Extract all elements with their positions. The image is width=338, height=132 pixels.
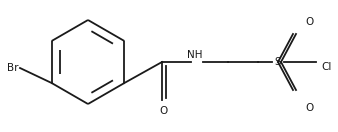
Text: Cl: Cl bbox=[321, 62, 331, 72]
Text: S: S bbox=[275, 57, 281, 67]
Text: O: O bbox=[306, 17, 314, 27]
Text: O: O bbox=[160, 106, 168, 116]
Text: NH: NH bbox=[187, 50, 203, 60]
Text: Br: Br bbox=[6, 63, 18, 73]
Text: O: O bbox=[306, 103, 314, 113]
